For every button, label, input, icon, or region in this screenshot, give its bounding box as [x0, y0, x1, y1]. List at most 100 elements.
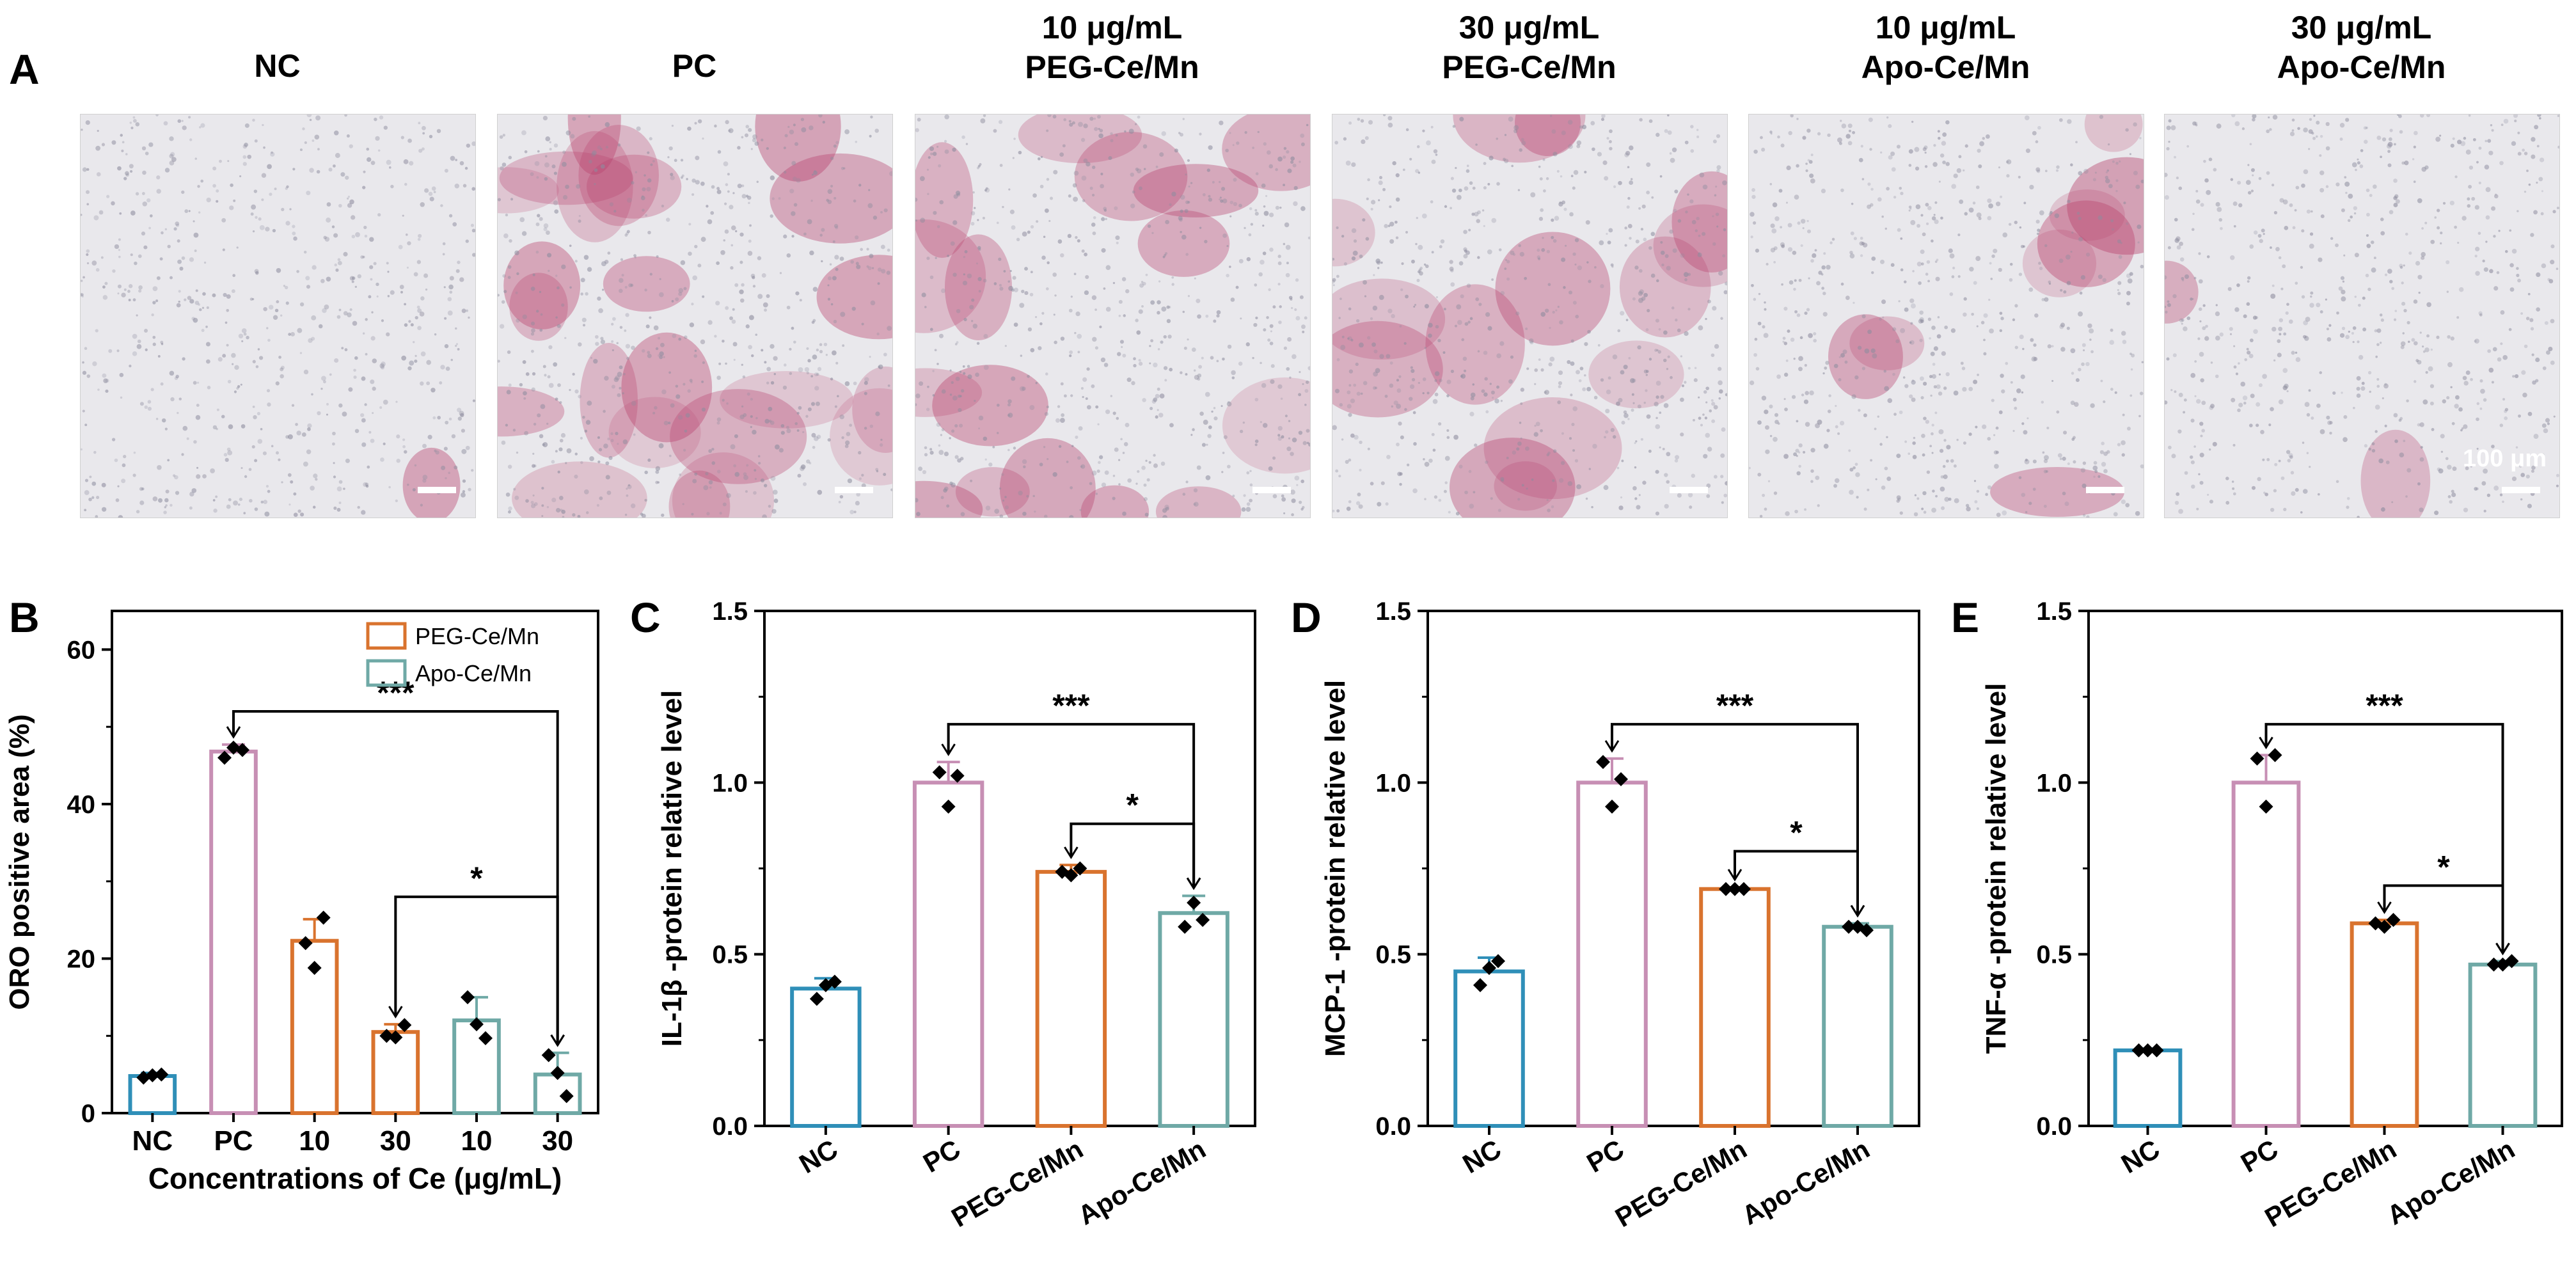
data-point	[1728, 882, 1742, 896]
x-tick-label: PC	[1581, 1134, 1629, 1178]
micrograph-title: 10 μg/mL Apo-Ce/Mn	[1754, 8, 2138, 87]
scale-bar	[1670, 487, 1708, 493]
micrograph-title: 30 μg/mL Apo-Ce/Mn	[2170, 8, 2554, 87]
y-tick-label: 1.5	[712, 597, 748, 626]
data-point	[316, 910, 331, 925]
y-tick-label: 1.0	[712, 769, 748, 797]
data-point	[1178, 919, 1192, 934]
scale-bar-label: 100 μm	[2463, 445, 2547, 472]
panel-letter: B	[9, 594, 40, 641]
legend-label: PEG-Ce/Mn	[415, 623, 539, 649]
micrograph-title-line1: 30 μg/mL	[1458, 10, 1600, 45]
micrograph-title-line2: PEG-Ce/Mn	[1442, 49, 1616, 85]
significance-label: *	[470, 860, 483, 896]
significance-label: *	[1790, 815, 1803, 851]
legend-swatch	[366, 622, 407, 650]
significance-arrow	[1186, 877, 1201, 890]
bar	[209, 749, 258, 1116]
significance-arrow	[550, 1034, 565, 1047]
y-tick-label: 0	[81, 1100, 95, 1128]
significance-bracket	[1070, 822, 1196, 889]
y-axis-label: IL-1β -protein relative level	[656, 690, 688, 1047]
data-point	[1614, 772, 1628, 786]
data-point	[932, 765, 947, 780]
bar	[1035, 869, 1107, 1128]
scale-bar	[2502, 487, 2540, 493]
x-tick-label: Apo-Ce/Mn	[2382, 1134, 2520, 1231]
x-tick-label: 10	[299, 1125, 330, 1157]
micrograph-image	[80, 114, 476, 518]
micrograph-title-line1: 30 μg/mL	[2291, 10, 2432, 45]
data-point	[541, 1048, 556, 1063]
bar	[1822, 924, 1893, 1128]
significance-bracket	[947, 723, 1196, 889]
data-point	[2259, 799, 2273, 814]
data-point	[2131, 1043, 2146, 1057]
data-point	[1187, 896, 1201, 910]
significance-label: ***	[1052, 688, 1090, 724]
y-tick-label: 60	[67, 636, 96, 664]
data-point	[1491, 954, 1505, 969]
axes-frame	[763, 610, 1256, 1127]
y-tick-label: 1.0	[1375, 769, 1411, 797]
x-tick-label: PEG-Ce/Mn	[946, 1134, 1088, 1233]
significance-bracket	[2264, 723, 2504, 954]
significance-label: ***	[1716, 688, 1754, 724]
x-tick-label: 30	[380, 1125, 411, 1157]
x-tick-label: 30	[542, 1125, 573, 1157]
bar	[2231, 780, 2301, 1128]
scale-bar	[835, 487, 873, 493]
legend-swatch	[366, 659, 407, 687]
axes-frame	[1426, 610, 1920, 1127]
axes-frame	[111, 610, 599, 1114]
y-axis-label: TNF-α -protein relative level	[1980, 683, 2012, 1054]
data-point	[1596, 755, 1610, 770]
data-point	[298, 936, 313, 951]
x-tick-label: NC	[2116, 1134, 2165, 1179]
data-point	[307, 960, 322, 975]
data-point	[388, 1030, 403, 1045]
data-point	[2140, 1043, 2155, 1057]
y-axis-label: MCP-1 -protein relative level	[1320, 680, 1351, 1057]
x-tick-label: PC	[214, 1125, 253, 1157]
bar	[790, 986, 862, 1128]
significance-label: ***	[377, 675, 415, 711]
bar	[1158, 911, 1229, 1128]
micrograph-image	[1332, 114, 1728, 518]
micrograph-title: 10 μg/mL PEG-Ce/Mn	[921, 8, 1304, 87]
y-tick-label: 0.0	[2036, 1112, 2072, 1141]
y-tick-label: 20	[67, 945, 96, 973]
significance-bracket	[2383, 884, 2504, 954]
data-point	[478, 1031, 493, 1045]
x-tick-label: Apo-Ce/Mn	[1737, 1134, 1874, 1231]
data-point	[827, 974, 842, 989]
micrograph-title-line1: 10 μg/mL	[1041, 10, 1183, 45]
significance-arrow	[2259, 736, 2273, 750]
data-point	[2486, 957, 2501, 972]
micrograph-title: 30 μg/mL PEG-Ce/Mn	[1338, 8, 1721, 87]
scale-bar	[418, 487, 456, 493]
data-point	[559, 1089, 574, 1104]
data-point	[1737, 882, 1751, 896]
y-tick-label: 1.5	[2036, 597, 2072, 626]
data-point	[397, 1018, 412, 1033]
panel-letter: D	[1291, 594, 1322, 641]
scale-bar	[2086, 487, 2124, 493]
data-point	[217, 750, 232, 765]
data-point	[2250, 751, 2264, 766]
data-point	[2504, 954, 2519, 969]
data-point	[379, 1029, 394, 1043]
y-tick-label: 0.0	[1375, 1112, 1411, 1141]
data-point	[1196, 913, 1210, 927]
x-tick-label: Apo-Ce/Mn	[1073, 1134, 1210, 1231]
data-point	[1064, 868, 1079, 883]
significance-label: ***	[2366, 688, 2403, 724]
bar	[452, 1018, 501, 1115]
significance-arrow	[941, 743, 956, 756]
significance-arrow	[2377, 901, 2392, 914]
micrograph-title-line2: Apo-Ce/Mn	[2277, 49, 2446, 85]
micrograph-title-line1: 10 μg/mL	[1875, 10, 2016, 45]
x-tick-label: PC	[918, 1134, 965, 1178]
micrograph-image: 100 μm	[2164, 114, 2560, 518]
significance-arrow	[226, 726, 241, 739]
